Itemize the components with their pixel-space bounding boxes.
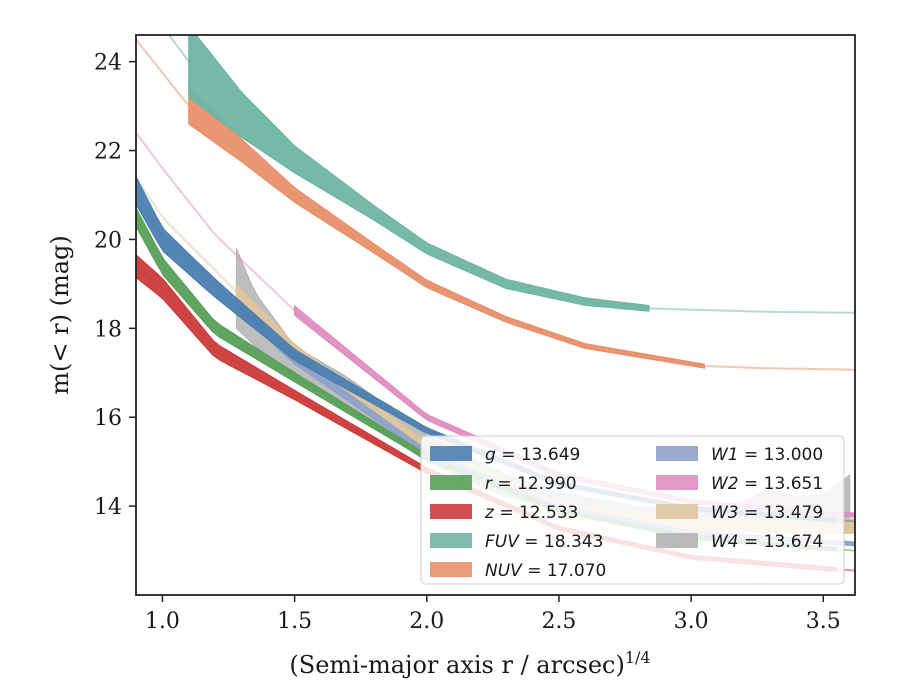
y-axis-ticks: 14 16 18 20 22 24 <box>94 51 136 520</box>
legend-label: W2 = 13.651 <box>711 474 823 494</box>
legend-swatch <box>656 475 698 490</box>
x-axis-title: (Semi-major axis r / arcsec)1/4 <box>289 648 650 679</box>
legend-entry-w2: W2 = 13.651 <box>656 474 823 494</box>
legend-label: r = 12.990 <box>485 474 577 494</box>
x-tick-label: 3.0 <box>674 609 709 634</box>
y-tick-label: 24 <box>94 51 122 76</box>
legend-swatch <box>430 446 472 461</box>
legend-label: W4 = 13.674 <box>711 532 823 552</box>
y-tick-label: 20 <box>94 228 122 253</box>
legend-swatch <box>430 562 472 577</box>
x-axis-title-superscript: 1/4 <box>625 648 651 667</box>
y-tick-label: 16 <box>94 406 122 431</box>
x-tick-label: 1.0 <box>145 609 180 634</box>
legend-entry-w3: W3 = 13.479 <box>656 503 823 523</box>
series-fuv <box>167 35 855 314</box>
legend-items: g = 13.649 r = 12.990 z = 12.533 FUV = 18.3… <box>430 445 823 581</box>
legend-entry-g: g = 13.649 <box>430 445 580 465</box>
x-tick-label: 1.5 <box>277 609 312 634</box>
plot-frame <box>135 34 856 596</box>
legend-entry-w4: W4 = 13.674 <box>656 532 823 552</box>
x-axis-title-main: (Semi-major axis r / arcsec) <box>289 651 624 679</box>
legend-entry-fuv: FUV = 18.343 <box>430 532 603 552</box>
series-nuv-band <box>188 86 705 369</box>
legend-entry-w1: W1 = 13.000 <box>656 445 823 465</box>
legend-swatch <box>430 533 472 548</box>
legend-label: FUV = 18.343 <box>485 532 603 552</box>
legend-swatch <box>656 504 698 519</box>
x-tick-label: 2.0 <box>409 609 444 634</box>
legend-entry-z: z = 12.533 <box>430 503 578 523</box>
y-tick-label: 14 <box>94 495 122 520</box>
legend-swatch <box>656 533 698 548</box>
legend-label: W3 = 13.479 <box>711 503 823 523</box>
x-tick-label: 3.5 <box>806 609 841 634</box>
y-tick-label: 22 <box>94 140 122 165</box>
series-fuv-band <box>188 35 650 312</box>
legend-label: g = 13.649 <box>485 445 580 465</box>
legend-swatch <box>430 504 472 519</box>
y-tick-label: 18 <box>94 317 122 342</box>
legend-swatch <box>656 446 698 461</box>
legend-label: W1 = 13.000 <box>711 445 823 465</box>
x-axis-ticks: 1.0 1.5 2.0 2.5 3.0 3.5 <box>145 595 841 634</box>
y-axis-title: m(< r) (mag) <box>46 235 74 394</box>
legend-label: z = 12.533 <box>484 503 578 523</box>
legend-entry-nuv: NUV = 17.070 <box>430 561 606 581</box>
legend: g = 13.649 r = 12.990 z = 12.533 FUV = 18.3… <box>420 435 845 585</box>
legend-label: NUV = 17.070 <box>485 561 606 581</box>
legend-swatch <box>430 475 472 490</box>
legend-box <box>420 435 845 585</box>
legend-entry-r: r = 12.990 <box>430 474 577 494</box>
series-nuv <box>136 38 855 371</box>
x-tick-label: 2.5 <box>541 609 576 634</box>
